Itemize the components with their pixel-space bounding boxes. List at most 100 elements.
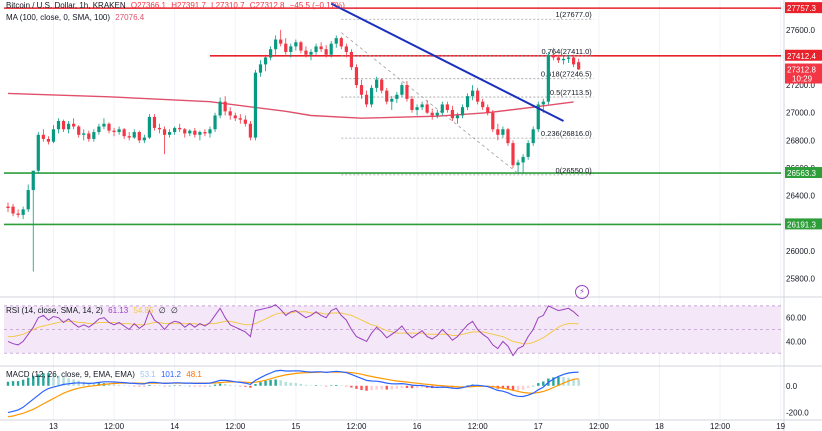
candle-body — [238, 118, 242, 120]
macd-histogram-bar — [67, 378, 70, 386]
macd-line — [7, 369, 579, 414]
macd-label: MACD (12, 26, close, 9, EMA, EMA) — [6, 370, 135, 379]
price-tick-label: 27600.0 — [786, 26, 815, 35]
candle-body — [339, 38, 343, 47]
macd-hist-value: 53.1 — [140, 370, 156, 379]
candle-body — [455, 115, 460, 119]
candle-body — [127, 136, 131, 138]
macd-histogram-bar — [153, 385, 156, 386]
candle-body — [395, 94, 399, 99]
macd-histogram-bar — [567, 377, 570, 386]
macd-histogram-bar — [324, 385, 328, 387]
macd-histogram-bar — [178, 385, 181, 387]
candle-body — [213, 115, 217, 130]
candle-body — [572, 57, 576, 65]
macd-histogram-bar — [375, 385, 378, 390]
candle-body — [147, 116, 151, 138]
macd-histogram-bar — [506, 385, 510, 390]
macd-histogram-bar — [122, 385, 126, 386]
candles — [6, 29, 581, 272]
rsi-legend[interactable]: RSI (14, close, SMA, 14, 2) 61.13 54.85 … — [6, 306, 181, 315]
candle-body — [289, 46, 293, 52]
macd-histogram-bar — [365, 385, 368, 391]
candle-body — [228, 111, 232, 116]
macd-histogram-bar — [208, 385, 212, 387]
candle-body — [450, 109, 454, 119]
open-value: O27366.1 — [130, 1, 166, 10]
candle-body — [460, 107, 465, 116]
macd-histogram-bar — [405, 385, 409, 388]
lightning-alert-icon[interactable]: ⚡ — [575, 285, 589, 299]
candle-body — [107, 123, 111, 131]
candle-body — [142, 137, 146, 141]
macd-histogram-bar — [42, 373, 45, 386]
ma-value: 27076.4 — [115, 13, 145, 22]
macd-histogram-bar — [309, 385, 313, 386]
macd-histogram-bar — [385, 385, 388, 390]
candle-body — [102, 123, 106, 127]
macd-histogram-bar — [415, 385, 419, 389]
candle-body — [471, 90, 475, 97]
candle-body — [506, 129, 510, 144]
macd-histogram-bar — [284, 381, 287, 386]
macd-histogram-bar — [269, 380, 272, 386]
candle-body — [36, 134, 40, 171]
time-tick-label: 12:00 — [346, 422, 367, 431]
candle-body — [92, 132, 96, 139]
macd-histogram-bar — [234, 385, 237, 387]
macd-histogram-bar — [133, 385, 136, 387]
macd-histogram-bar — [21, 379, 25, 386]
macd-histogram-bar — [16, 381, 20, 386]
macd-tick-label: 0.0 — [786, 382, 798, 391]
macd-histogram-bar — [314, 385, 318, 386]
candle-body — [415, 107, 419, 110]
time-tick-label: 17 — [534, 422, 543, 431]
macd-histogram-bar — [572, 378, 575, 386]
candle-body — [243, 119, 247, 124]
candle-body — [486, 107, 490, 113]
macd-histogram-bar — [350, 385, 353, 388]
macd-histogram-bar — [410, 385, 414, 389]
candle-body — [188, 130, 192, 134]
candle-body — [61, 121, 66, 130]
candle-body — [405, 85, 409, 99]
candle-body — [31, 170, 35, 191]
macd-histogram-bar — [400, 385, 404, 388]
candle-body — [223, 101, 227, 112]
candle-body — [400, 85, 404, 95]
fibonacci-retracement: 1(27677.0) 0.764(27411.0) 0.618(27246.5) 0.… — [341, 10, 594, 176]
symbol-title[interactable]: Bitcoin / U.S. Dollar, 1h, KRAKEN — [6, 1, 126, 10]
countdown-label: 10:29 — [792, 75, 813, 84]
macd-histogram-bar — [87, 382, 90, 386]
price-label-box — [785, 2, 822, 14]
macd-value: 101.2 — [160, 370, 182, 379]
candle-body — [193, 130, 197, 135]
candle-body — [390, 98, 394, 102]
fib-level-label: 1(27677.0) — [556, 10, 593, 19]
low-value: L27310.7 — [211, 1, 245, 10]
candle-body — [21, 209, 25, 215]
candle-body — [435, 112, 439, 116]
macd-histogram-bar — [552, 377, 555, 386]
macd-legend[interactable]: MACD (12, 26, close, 9, EMA, EMA) 53.1 1… — [6, 370, 205, 379]
horizontal-levels — [4, 7, 781, 226]
candle-body — [546, 54, 550, 102]
ma-legend[interactable]: MA (100, close, 0, SMA, 100) 27076.4 — [6, 13, 147, 22]
candle-body — [173, 127, 177, 133]
candle-body — [420, 104, 424, 108]
macd-histogram-bar — [259, 382, 262, 386]
rsi-band — [4, 305, 781, 354]
high-value: H27391.7 — [171, 1, 206, 10]
price-label-text: 26563.3 — [787, 169, 816, 178]
macd-histogram-bar — [526, 385, 530, 388]
price-tick-label: 26800.0 — [786, 136, 815, 145]
macd-histogram-bar — [188, 385, 191, 387]
macd-histogram-bar — [229, 384, 232, 386]
candle-body — [46, 138, 50, 142]
candle-body — [274, 39, 278, 50]
macd-histogram-bar — [360, 385, 363, 390]
macd-histogram-bar — [239, 385, 242, 387]
candle-body — [556, 57, 561, 61]
candle-body — [208, 129, 212, 134]
candle-body — [359, 85, 364, 95]
